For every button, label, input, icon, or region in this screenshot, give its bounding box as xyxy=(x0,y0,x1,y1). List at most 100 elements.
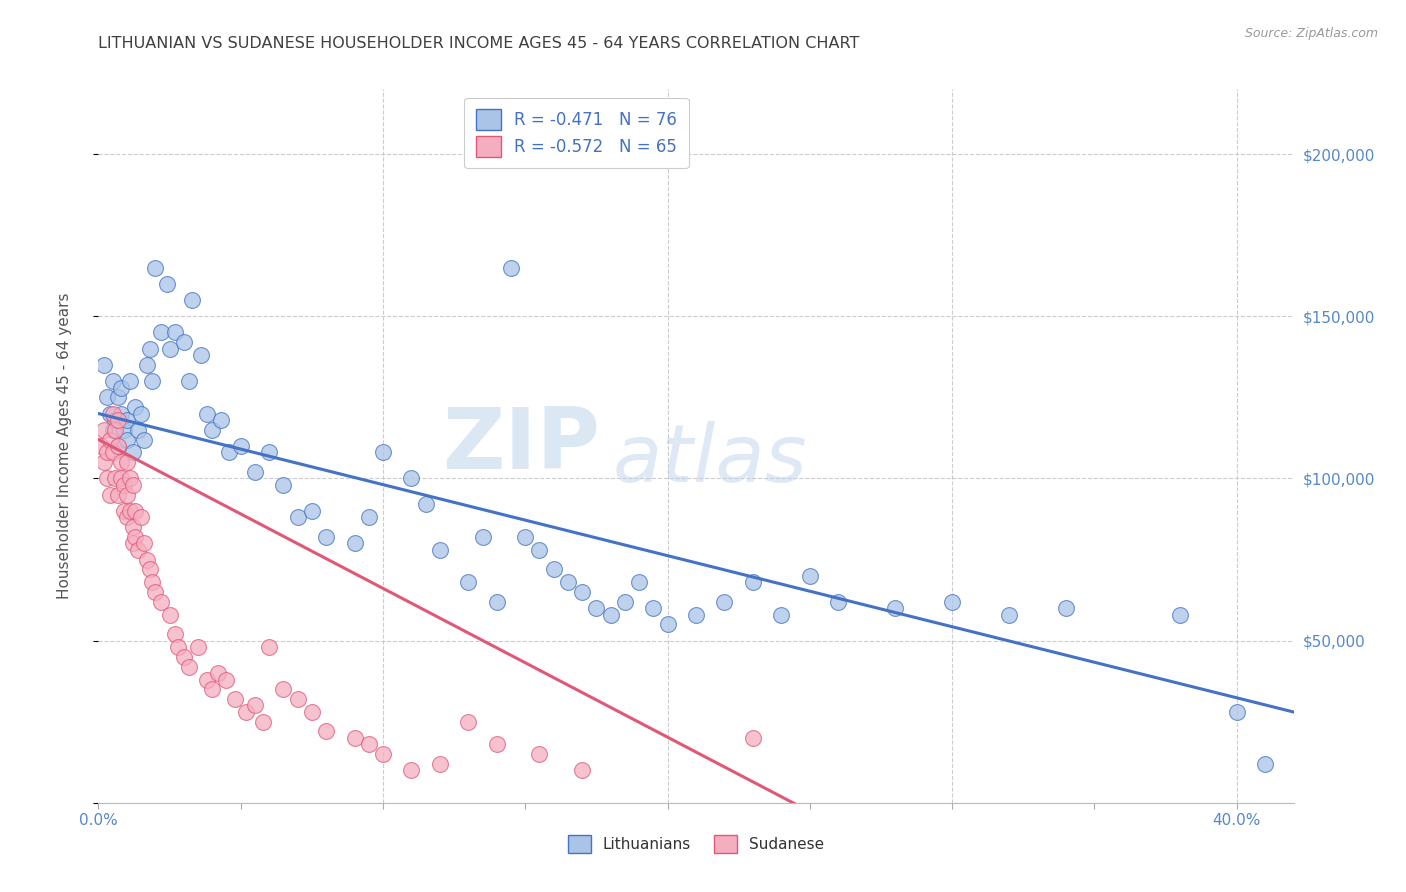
Point xyxy=(343,731,366,745)
Point xyxy=(115,510,138,524)
Point xyxy=(770,607,793,622)
Point xyxy=(98,488,121,502)
Point xyxy=(173,649,195,664)
Point xyxy=(110,381,132,395)
Text: atlas: atlas xyxy=(613,421,807,500)
Point xyxy=(150,326,173,340)
Point xyxy=(129,407,152,421)
Point xyxy=(93,358,115,372)
Point xyxy=(243,698,266,713)
Point xyxy=(127,542,149,557)
Point xyxy=(357,510,380,524)
Point xyxy=(201,423,224,437)
Point xyxy=(167,640,190,654)
Point xyxy=(207,666,229,681)
Point xyxy=(941,595,963,609)
Point xyxy=(165,627,187,641)
Point xyxy=(401,764,423,778)
Point xyxy=(515,530,537,544)
Point xyxy=(110,471,132,485)
Point xyxy=(415,497,437,511)
Point xyxy=(104,423,127,437)
Point xyxy=(190,348,212,362)
Point xyxy=(132,433,155,447)
Point xyxy=(229,439,252,453)
Point xyxy=(884,601,907,615)
Point xyxy=(471,530,494,544)
Point xyxy=(115,433,138,447)
Point xyxy=(187,640,209,654)
Point xyxy=(1254,756,1277,771)
Point xyxy=(557,575,579,590)
Point xyxy=(107,390,129,404)
Point xyxy=(657,617,679,632)
Point xyxy=(243,465,266,479)
Point xyxy=(429,542,451,557)
Point xyxy=(121,520,143,534)
Point xyxy=(107,488,129,502)
Point xyxy=(121,445,143,459)
Point xyxy=(287,692,309,706)
Point xyxy=(112,478,135,492)
Point xyxy=(1054,601,1077,615)
Point xyxy=(287,510,309,524)
Point xyxy=(1226,705,1249,719)
Point xyxy=(115,413,138,427)
Text: LITHUANIAN VS SUDANESE HOUSEHOLDER INCOME AGES 45 - 64 YEARS CORRELATION CHART: LITHUANIAN VS SUDANESE HOUSEHOLDER INCOM… xyxy=(98,36,860,51)
Point xyxy=(235,705,257,719)
Point xyxy=(156,277,179,291)
Point xyxy=(613,595,636,609)
Point xyxy=(257,445,280,459)
Point xyxy=(1168,607,1191,622)
Point xyxy=(143,585,166,599)
Point xyxy=(159,607,181,622)
Point xyxy=(218,445,240,459)
Point xyxy=(209,413,232,427)
Point xyxy=(181,293,204,307)
Point xyxy=(371,747,394,761)
Point xyxy=(101,445,124,459)
Point xyxy=(159,342,181,356)
Point xyxy=(499,260,522,275)
Point xyxy=(127,423,149,437)
Y-axis label: Householder Income Ages 45 - 64 years: Householder Income Ages 45 - 64 years xyxy=(58,293,72,599)
Point xyxy=(90,439,112,453)
Point xyxy=(115,455,138,469)
Point xyxy=(141,374,163,388)
Point xyxy=(741,731,763,745)
Point xyxy=(121,478,143,492)
Point xyxy=(529,542,551,557)
Point xyxy=(101,407,124,421)
Point xyxy=(135,358,157,372)
Legend: Lithuanians, Sudanese: Lithuanians, Sudanese xyxy=(561,829,831,859)
Point xyxy=(301,705,323,719)
Point xyxy=(195,673,218,687)
Point xyxy=(165,326,187,340)
Point xyxy=(179,659,201,673)
Point xyxy=(215,673,238,687)
Point xyxy=(107,439,129,453)
Point xyxy=(599,607,621,622)
Point xyxy=(141,575,163,590)
Point xyxy=(98,407,121,421)
Point xyxy=(98,433,121,447)
Point xyxy=(104,413,127,427)
Point xyxy=(529,747,551,761)
Point xyxy=(132,536,155,550)
Point xyxy=(252,714,274,729)
Point xyxy=(118,504,141,518)
Point xyxy=(741,575,763,590)
Point xyxy=(173,335,195,350)
Point xyxy=(713,595,735,609)
Point xyxy=(110,455,132,469)
Point xyxy=(101,374,124,388)
Point xyxy=(107,413,129,427)
Point xyxy=(301,504,323,518)
Point xyxy=(457,714,479,729)
Point xyxy=(110,407,132,421)
Point xyxy=(107,439,129,453)
Point xyxy=(485,738,508,752)
Point xyxy=(429,756,451,771)
Point xyxy=(799,568,821,582)
Point xyxy=(150,595,173,609)
